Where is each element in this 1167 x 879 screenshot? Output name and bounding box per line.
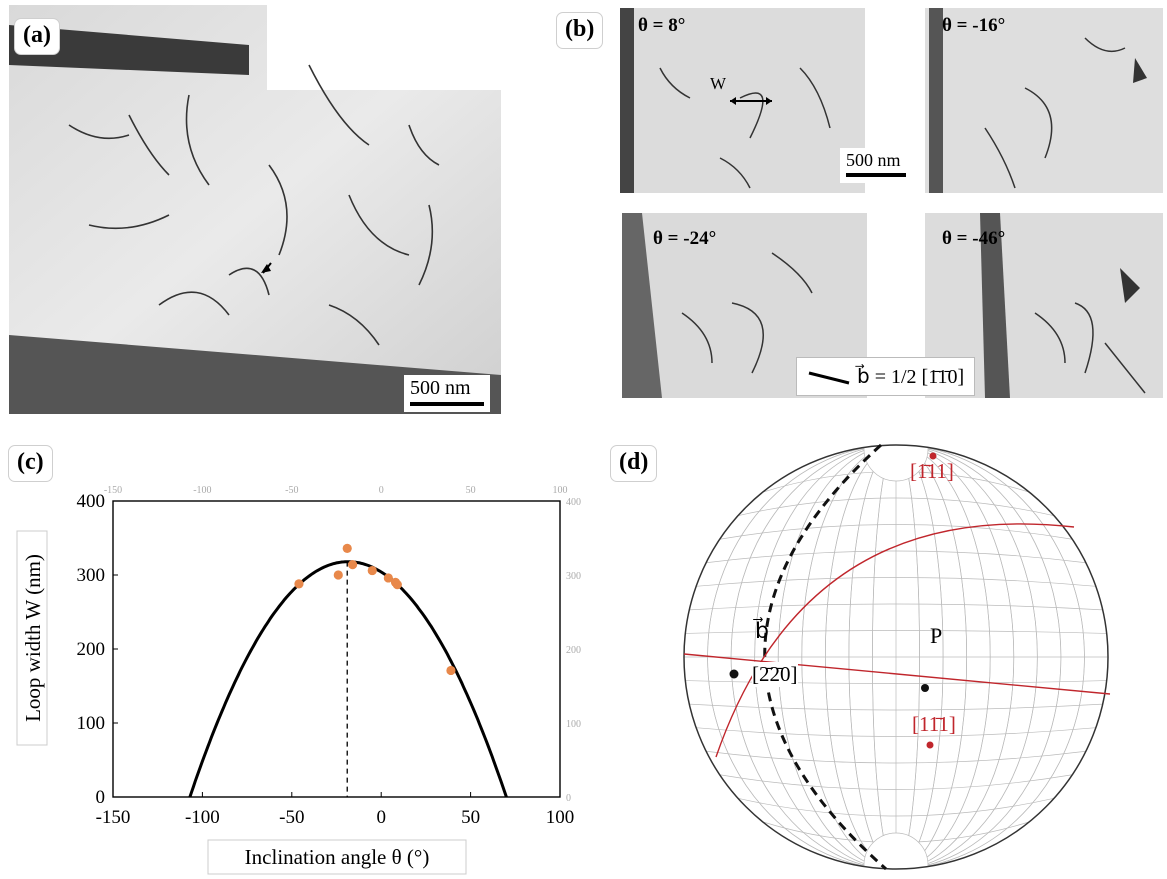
data-point xyxy=(342,543,352,553)
angle-label-b4: θ = -46° xyxy=(942,228,1006,249)
x-tick-label: -150 xyxy=(96,807,131,828)
net-pole-top xyxy=(863,445,929,482)
panel-label-b: (b) xyxy=(556,12,604,49)
angle-label-b1: θ = 8° xyxy=(638,15,686,36)
net-background xyxy=(684,445,1108,869)
top-tick-label: -150 xyxy=(104,485,122,496)
angle-label-b2: θ = -16° xyxy=(942,15,1006,36)
data-point xyxy=(333,570,343,580)
top-tick-label: -50 xyxy=(285,485,298,496)
data-point xyxy=(294,579,304,589)
net-parallel xyxy=(737,497,1055,517)
tem-image-b1 xyxy=(620,8,865,193)
pole-point-2 xyxy=(926,741,934,749)
net-parallel xyxy=(685,680,1107,684)
panel-label-d: (d) xyxy=(610,445,658,482)
top-tick-label: 0 xyxy=(379,485,384,496)
net-parallel xyxy=(696,577,1096,587)
net-parallel xyxy=(689,703,1103,711)
scale-bar-a-label: 500 nm xyxy=(410,377,471,399)
plot-frame xyxy=(112,500,561,798)
burgers-vector-label: b⃗ = 1/2 [1̄1̄0] xyxy=(857,366,965,388)
x-axis-label-box xyxy=(207,839,467,875)
right-tick-label: 200 xyxy=(566,645,581,656)
burgers-point xyxy=(729,669,739,679)
x-axis-label-group: Inclination angle θ (°) xyxy=(207,839,467,875)
pole-point-1 xyxy=(929,452,937,460)
x-tick-label: -100 xyxy=(185,807,220,828)
tem-image-a xyxy=(9,5,501,414)
data-point xyxy=(347,560,358,570)
dashed-great-circle xyxy=(763,443,887,871)
net-parallel xyxy=(737,797,1055,817)
w-label: W xyxy=(710,74,727,93)
y-tick-label: 200 xyxy=(77,639,106,660)
y-tick-label: 100 xyxy=(77,713,106,734)
stereographic-projection xyxy=(683,443,1111,871)
tem-image-b2 xyxy=(925,8,1163,193)
primitive-circle xyxy=(683,444,1109,870)
scale-bar-b-label: 500 nm xyxy=(846,150,901,170)
scale-bar-b: 500 nm xyxy=(840,148,912,183)
x-tick-label: 100 xyxy=(546,807,575,828)
burgers-line-icon xyxy=(808,371,850,385)
label-p: P xyxy=(930,623,943,648)
label-p111b: [11̄1] xyxy=(912,712,956,736)
net-parallel xyxy=(696,727,1096,737)
right-tick-label: 100 xyxy=(566,719,581,730)
data-point xyxy=(383,573,393,583)
scale-bar-a-line xyxy=(410,402,484,406)
red-trace-arc xyxy=(715,523,1075,758)
y-tick-label: 400 xyxy=(77,491,106,512)
y-axis-label: Loop width W (nm) xyxy=(21,554,45,722)
wulff-net xyxy=(684,445,1108,869)
top-tick-label: 100 xyxy=(553,485,568,496)
scale-bar-b-line xyxy=(846,173,906,177)
x-tick-label: 0 xyxy=(376,807,386,828)
label-b-vec: b⃗ xyxy=(755,618,769,643)
net-parallel xyxy=(719,524,1073,540)
y-tick-label: 300 xyxy=(77,565,106,586)
fit-curve xyxy=(188,560,508,798)
x-tick-label: 50 xyxy=(461,807,480,828)
panel-label-a: (a) xyxy=(14,18,60,55)
y-axis-label-box xyxy=(16,530,48,746)
y-axis-label-group: Loop width W (nm) xyxy=(16,530,48,746)
x-tick-label: -50 xyxy=(279,807,304,828)
angle-label-b3: θ = -24° xyxy=(653,228,717,249)
y-tick-label: 0 xyxy=(96,787,106,808)
net-parallel xyxy=(706,550,1086,564)
red-trace-line xyxy=(683,653,1111,695)
net-parallel xyxy=(719,774,1073,790)
top-tick-label: 50 xyxy=(466,485,476,496)
net-parallel xyxy=(706,750,1086,764)
data-point xyxy=(392,580,402,590)
label-p111a: [1̄11] xyxy=(910,459,954,483)
right-tick-label: 300 xyxy=(566,571,581,582)
burgers-vector-box: b⃗ = 1/2 [1̄1̄0] xyxy=(796,357,976,396)
top-tick-label: -100 xyxy=(193,485,211,496)
x-axis-label: Inclination angle θ (°) xyxy=(245,845,430,869)
p-point xyxy=(921,684,929,692)
label-b-dir: [2̄2̄0] xyxy=(752,662,798,687)
data-point xyxy=(446,665,456,676)
scale-bar-a: 500 nm xyxy=(404,375,490,412)
panel-label-c: (c) xyxy=(8,445,53,482)
net-parallel xyxy=(685,630,1107,634)
data-point xyxy=(367,565,377,576)
net-parallel xyxy=(689,603,1103,611)
right-tick-label: 400 xyxy=(566,497,581,508)
right-tick-label: 0 xyxy=(566,793,571,804)
net-pole-bottom xyxy=(863,832,929,869)
